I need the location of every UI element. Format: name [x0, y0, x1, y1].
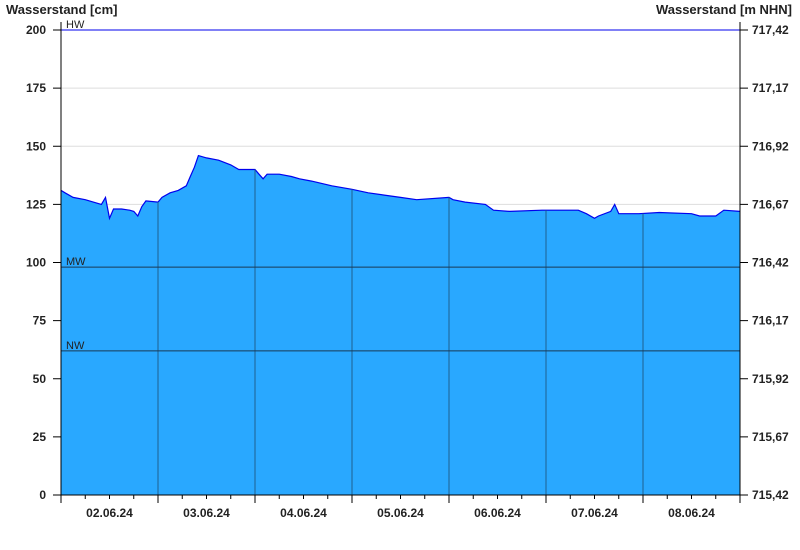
right-tick-label: 715,92 [752, 372, 789, 386]
right-tick-label: 716,42 [752, 256, 789, 270]
area-fill [61, 155, 740, 495]
left-tick-label: 25 [33, 430, 47, 444]
right-tick-label: 715,67 [752, 430, 789, 444]
right-tick-label: 717,42 [752, 23, 789, 37]
x-tick-label: 08.06.24 [668, 506, 715, 520]
left-tick-label: 75 [33, 314, 47, 328]
right-tick-label: 716,17 [752, 314, 789, 328]
reference-label-hw: HW [66, 19, 85, 31]
left-tick-label: 200 [26, 23, 46, 37]
x-tick-label: 07.06.24 [571, 506, 618, 520]
x-tick-label: 05.06.24 [377, 506, 424, 520]
left-tick-label: 100 [26, 256, 46, 270]
x-tick-label: 06.06.24 [474, 506, 521, 520]
left-axis-title: Wasserstand [cm] [6, 2, 118, 17]
right-tick-label: 717,17 [752, 81, 789, 95]
right-tick-label: 715,42 [752, 488, 789, 502]
x-tick-label: 04.06.24 [280, 506, 327, 520]
left-tick-label: 150 [26, 139, 46, 153]
reference-lines: HW MW NW [61, 19, 740, 352]
axes: 0 715,42 25 715,67 50 715,92 75 716,17 100 716,42… [26, 22, 789, 520]
right-tick-label: 716,67 [752, 197, 789, 211]
left-tick-label: 50 [33, 372, 47, 386]
left-tick-label: 175 [26, 81, 46, 95]
series-line [60, 154, 741, 221]
x-tick-label: 03.06.24 [183, 506, 230, 520]
reference-label-mw: MW [66, 256, 86, 268]
left-tick-label: 125 [26, 197, 46, 211]
reference-label-nw: NW [66, 340, 85, 352]
right-axis-title: Wasserstand [m NHN] [656, 2, 792, 17]
series-area [60, 154, 741, 495]
right-tick-label: 716,92 [752, 139, 789, 153]
left-tick-label: 0 [39, 488, 46, 502]
x-tick-label: 02.06.24 [86, 506, 133, 520]
